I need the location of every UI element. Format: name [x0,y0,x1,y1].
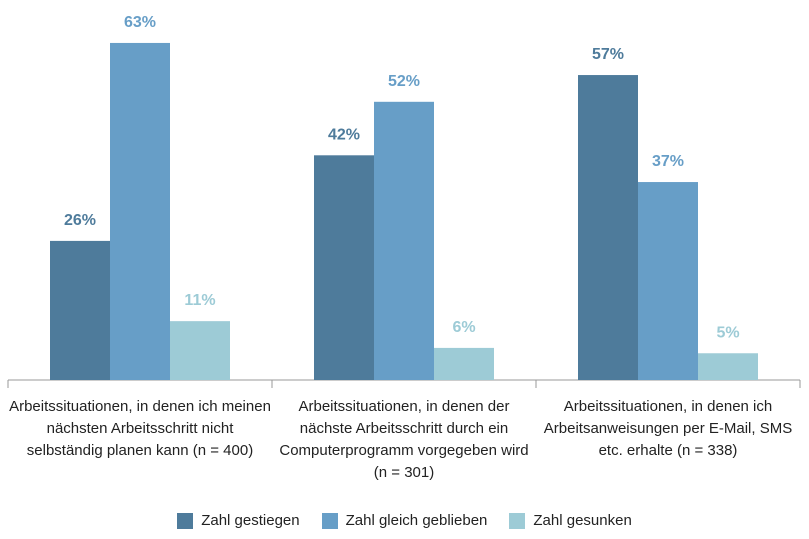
data-label: 11% [184,292,215,309]
data-label: 26% [64,212,96,229]
bar [578,75,638,381]
bar [110,42,170,380]
data-label: 37% [652,153,684,170]
data-label: 6% [452,319,475,336]
x-tick-label: Arbeitssituationen, in denen ich Arbeits… [543,398,793,459]
bar [170,321,230,380]
legend-swatch [321,512,338,529]
legend-item: Zahl gleich geblieben [321,512,488,529]
legend-item: Zahl gestiegen [177,512,300,529]
x-tick-label: Arbeitssituationen, in denen der nächste… [279,398,529,481]
data-label: 5% [716,324,739,341]
bar [638,182,698,380]
legend-label: Zahl gesunken [533,512,632,529]
legend-swatch [177,512,194,529]
bar [434,347,494,380]
x-tick-label: Arbeitssituationen, in denen ich meinen … [9,398,271,459]
bar [698,353,758,380]
bar [50,240,110,380]
legend-item: Zahl gesunken [509,512,632,529]
bar [374,101,434,381]
data-label: 52% [388,73,420,90]
legend-label: Zahl gestiegen [201,512,300,529]
data-label: 63% [124,14,156,31]
data-label: 57% [592,46,624,63]
legend-label: Zahl gleich geblieben [345,512,488,529]
legend-swatch [509,512,526,529]
legend: Zahl gestiegen Zahl gleich geblieben Zahl … [0,512,809,529]
data-label: 42% [328,126,360,143]
bar [314,155,374,380]
